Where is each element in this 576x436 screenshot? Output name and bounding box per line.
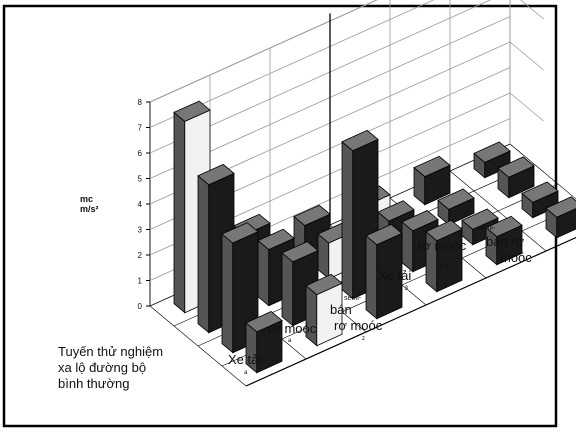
bar-top — [245, 311, 283, 333]
bar — [437, 188, 475, 226]
zaxis-unit-top: mc — [80, 194, 93, 204]
bar-top — [413, 155, 451, 178]
tick-layer: 0 1 2 3 4 5 6 7 8 — [138, 98, 150, 311]
bar — [341, 129, 379, 300]
x-label-2: rơ moóc — [268, 321, 317, 336]
z-tick-label: 5 — [138, 175, 143, 184]
bar-top — [497, 156, 535, 178]
x-label-3-mid: bán — [330, 302, 352, 317]
bar-top — [197, 163, 235, 186]
bar — [365, 223, 403, 320]
bar — [413, 155, 451, 206]
bar-top — [305, 273, 343, 296]
bar-top — [425, 219, 463, 242]
bar — [545, 196, 576, 239]
grid-line — [509, 92, 544, 122]
grid-line — [509, 41, 544, 71]
z-tick-label: 7 — [138, 124, 143, 133]
floor-line — [449, 170, 547, 252]
bar-top — [437, 188, 475, 210]
depth-label-line-2: xa lộ đường bộ — [58, 360, 146, 375]
bar-top — [173, 100, 211, 122]
floor-line — [149, 305, 247, 387]
bar-side — [341, 140, 354, 300]
bar — [497, 156, 535, 199]
z-tick-label: 3 — [138, 226, 143, 235]
bar — [245, 311, 283, 374]
x-label-3-sub: z — [362, 336, 365, 342]
x-label-6-mid: bán rơ — [486, 234, 525, 249]
z-tick-label: 0 — [138, 302, 143, 311]
bar-top — [341, 129, 379, 152]
x-label-6-top: semi- — [478, 225, 496, 232]
bar-side — [365, 234, 378, 320]
x-label-4-sub: a, 3 — [398, 286, 409, 292]
bar-top — [257, 228, 295, 251]
x-label-3-bot: rơ moóc — [334, 318, 383, 333]
bar-side — [257, 239, 270, 307]
bar-top — [365, 223, 403, 246]
grid-line — [520, 0, 544, 20]
bar-top — [545, 196, 576, 218]
bar-side — [305, 284, 318, 347]
x-label-3-top: semi- — [344, 295, 362, 302]
bar-top — [377, 200, 415, 222]
bar-side — [281, 252, 294, 327]
x-label-2-sub: a — [288, 338, 292, 344]
depth-label-line-3: bình thường — [58, 376, 129, 391]
z-tick-label: 8 — [138, 98, 143, 107]
x-label-6-bot: moóc — [500, 250, 532, 265]
z-tick-label: 1 — [138, 277, 143, 286]
bar-top — [221, 222, 259, 244]
bar-top — [281, 241, 319, 263]
bar-front — [556, 208, 576, 239]
bar — [473, 141, 511, 179]
bar-top — [293, 204, 331, 226]
bar-top — [473, 141, 511, 163]
bar — [425, 219, 463, 293]
bar-top — [485, 215, 523, 238]
x-label-1: Xe tải — [228, 352, 261, 367]
bar-top — [401, 210, 439, 232]
x-label-4: Xe tải — [378, 268, 411, 283]
x-label-5: rơ moóc — [418, 238, 467, 253]
bar-side — [173, 111, 186, 314]
bar-layer — [173, 100, 576, 374]
bar — [485, 215, 523, 266]
bar — [305, 273, 343, 347]
bar-top — [521, 181, 559, 203]
bar-top — [461, 208, 499, 230]
bar — [521, 181, 559, 219]
zaxis-unit-bottom: m/s² — [80, 204, 99, 214]
bar-side — [221, 233, 234, 354]
z-tick-label: 2 — [138, 251, 143, 260]
bar-side — [197, 174, 210, 334]
x-label-1-sub: a — [244, 370, 248, 376]
z-tick-label: 4 — [138, 200, 143, 209]
floor-line — [509, 143, 576, 200]
depth-label-line-1: Tuyến thử nghiệm — [58, 344, 163, 359]
z-tick-label: 6 — [138, 149, 143, 158]
x-label-5-sub: a, 3 — [438, 264, 449, 270]
